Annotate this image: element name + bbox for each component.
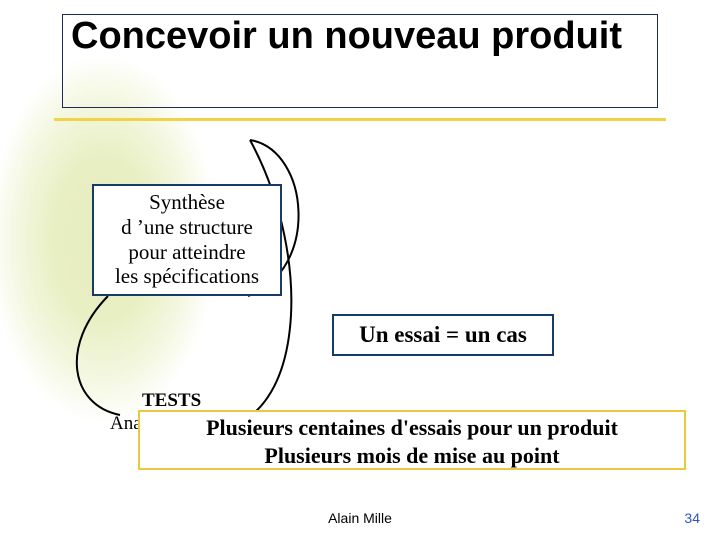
synthese-line-3: pour atteindre bbox=[94, 240, 280, 265]
tests-label: TESTS bbox=[142, 390, 201, 412]
footer-author: Alain Mille bbox=[0, 510, 720, 526]
banner-line-1: Plusieurs centaines d'essais pour un pro… bbox=[140, 414, 684, 442]
analyse-fragment: Ana bbox=[110, 413, 142, 435]
footer-page-number: 34 bbox=[684, 510, 700, 526]
connector-path-2 bbox=[77, 296, 120, 415]
banner-line-2: Plusieurs mois de mise au point bbox=[140, 442, 684, 470]
synthese-line-4: les spécifications bbox=[94, 264, 280, 289]
essai-box: Un essai = un cas bbox=[332, 314, 554, 356]
synthese-line-1: Synthèse bbox=[94, 190, 280, 215]
title-box: Concevoir un nouveau produit bbox=[62, 14, 658, 108]
slide-title: Concevoir un nouveau produit bbox=[71, 17, 622, 57]
synthese-box: Synthèse d ’une structure pour atteindre… bbox=[92, 184, 282, 296]
banner-box: Plusieurs centaines d'essais pour un pro… bbox=[138, 410, 686, 470]
essai-text: Un essai = un cas bbox=[359, 322, 527, 347]
synthese-line-2: d ’une structure bbox=[94, 215, 280, 240]
slide: Concevoir un nouveau produit Synthèse d … bbox=[0, 0, 720, 540]
